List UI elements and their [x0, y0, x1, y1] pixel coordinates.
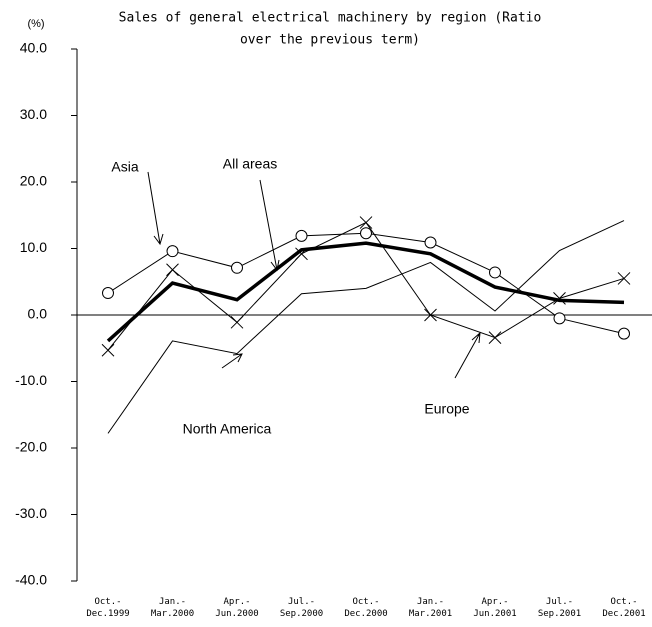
y-tick-label: -20.0	[15, 439, 47, 455]
chart-title: Sales of general electrical machinery by…	[119, 11, 542, 26]
x-tick-label: Oct.- Dec.1999	[86, 597, 130, 619]
y-tick-label: 10.0	[20, 239, 47, 255]
y-tick-label: 20.0	[20, 173, 47, 189]
series-line	[107, 220, 625, 434]
x-tick-label: Jan.- Mar.2001	[408, 597, 453, 619]
marker	[231, 261, 243, 274]
marker	[166, 245, 179, 258]
annotation: All areas	[223, 156, 277, 172]
marker	[553, 292, 566, 305]
x-tick-label: Oct.- Dec.2000	[344, 597, 388, 619]
marker	[295, 229, 308, 242]
y-tick-label: -40.0	[15, 572, 47, 588]
y-tick-label: 40.0	[20, 40, 47, 56]
marker	[230, 315, 244, 329]
y-unit: (%)	[27, 18, 44, 30]
x-tick-label: Jan.- Mar.2000	[150, 597, 195, 619]
annotation-arrows	[147, 171, 481, 379]
marker	[488, 331, 502, 344]
marker	[489, 266, 501, 279]
series-line	[107, 232, 625, 335]
marker	[166, 263, 179, 277]
x-tick-label: Jul.- Sep.2000	[279, 597, 324, 619]
marker	[618, 327, 630, 340]
y-tick-label: -10.0	[15, 372, 47, 388]
marker	[553, 312, 566, 325]
marker	[424, 308, 437, 322]
marker	[102, 287, 114, 300]
x-tick-label: Oct.- Dec.2001	[602, 597, 646, 619]
x-tick-label: Apr.- Jun.2001	[473, 597, 517, 619]
annotation: North America	[183, 421, 272, 437]
y-tick-label: 0.0	[28, 306, 48, 322]
marker	[101, 343, 115, 357]
marker	[359, 216, 373, 229]
x-tick-label: Jul.- Sep.2001	[537, 597, 582, 619]
arrow	[259, 179, 280, 272]
series-line	[106, 241, 625, 343]
marker	[295, 247, 308, 261]
y-tick-label: 30.0	[20, 106, 47, 122]
marker	[424, 236, 437, 249]
annotation: Asia	[111, 159, 138, 175]
marker	[617, 272, 631, 285]
marker	[360, 227, 372, 240]
y-tick-label: -30.0	[15, 505, 47, 521]
x-tick-label: Apr.- Jun.2000	[215, 597, 259, 619]
arrow	[221, 353, 243, 369]
chart-title: over the previous term)	[240, 33, 420, 48]
arrow	[147, 171, 164, 246]
arrow	[454, 331, 481, 379]
annotation: Europe	[424, 401, 469, 417]
